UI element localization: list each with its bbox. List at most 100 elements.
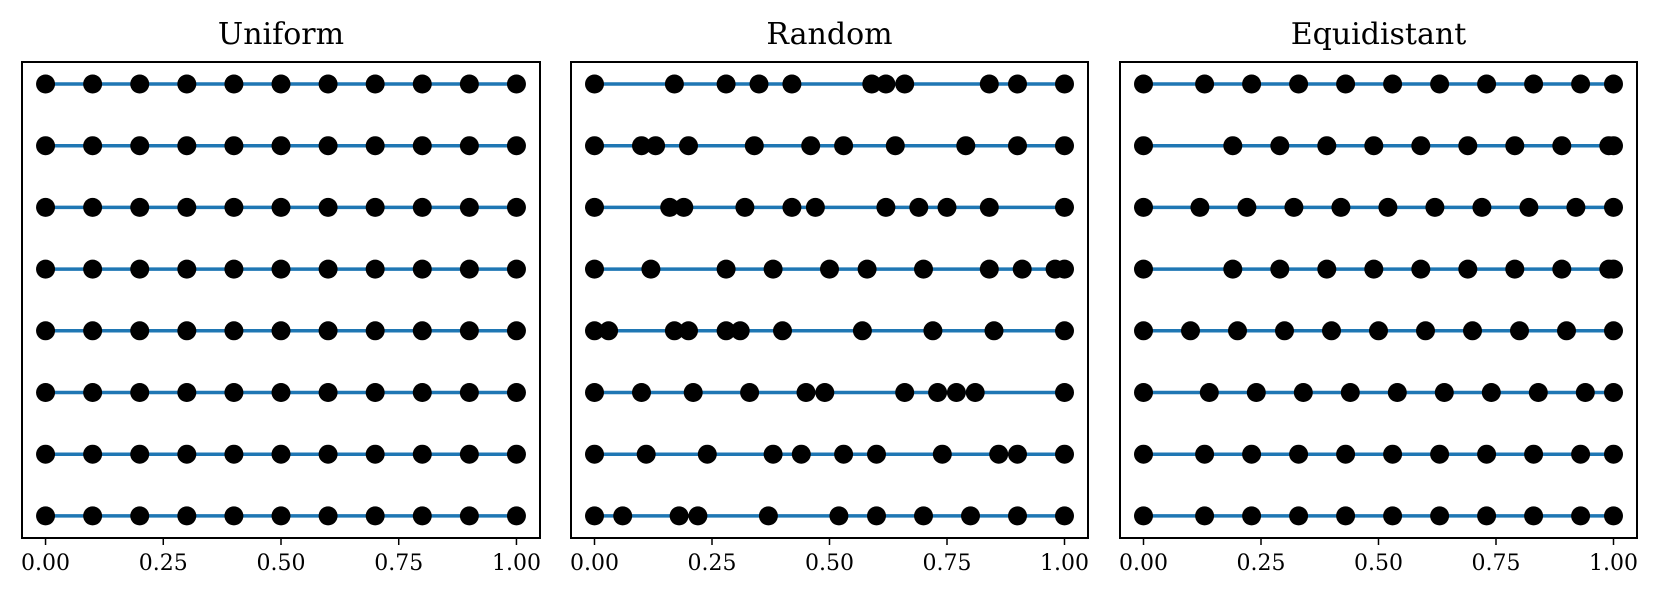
data-point (365, 444, 385, 464)
data-point (585, 383, 604, 402)
data-point (271, 259, 291, 279)
point-row (36, 383, 526, 402)
x-tick-label: 0.25 (139, 551, 188, 576)
data-point (1369, 321, 1388, 341)
data-point (224, 259, 244, 279)
data-point (1505, 259, 1525, 279)
data-point (1134, 136, 1153, 156)
data-point (224, 321, 244, 341)
data-point (459, 136, 479, 156)
data-point (83, 444, 103, 464)
data-point (365, 259, 385, 279)
data-point (459, 197, 479, 217)
data-point (36, 383, 56, 402)
data-point (506, 383, 526, 402)
data-point (716, 259, 736, 279)
data-point (412, 383, 432, 402)
data-point (820, 259, 839, 279)
data-point (1383, 444, 1403, 464)
data-point (989, 444, 1009, 464)
data-point (83, 506, 103, 526)
data-point (1270, 259, 1290, 279)
data-point (506, 74, 526, 94)
data-point (961, 506, 980, 526)
data-point (979, 259, 999, 279)
data-point (1134, 259, 1153, 279)
data-point (1387, 383, 1407, 402)
data-point (83, 383, 103, 402)
point-row (1134, 383, 1623, 402)
data-point (716, 74, 736, 94)
chart-title: Uniform (218, 17, 344, 52)
point-row (585, 444, 1074, 464)
data-point (1331, 197, 1351, 217)
data-point (585, 197, 604, 217)
data-point (1223, 259, 1243, 279)
data-point (130, 321, 150, 341)
point-row (585, 321, 1074, 341)
data-point (506, 197, 526, 217)
data-point (130, 74, 150, 94)
data-point (1322, 321, 1341, 341)
data-point (1055, 197, 1074, 217)
data-point (852, 321, 872, 341)
data-point (937, 197, 957, 217)
data-point (412, 444, 432, 464)
point-row (36, 321, 526, 341)
x-tick-label: 0.00 (570, 551, 619, 576)
data-point (224, 74, 244, 94)
data-point (876, 74, 896, 94)
data-point (585, 74, 604, 94)
data-point (585, 259, 604, 279)
data-point (1571, 506, 1591, 526)
data-point (83, 74, 103, 94)
data-point (1340, 383, 1360, 402)
data-point (1055, 259, 1074, 279)
data-point (1134, 444, 1153, 464)
data-point (412, 197, 432, 217)
data-point (1604, 74, 1623, 94)
data-point (763, 444, 783, 464)
data-point (674, 197, 694, 217)
data-point (664, 321, 684, 341)
data-point (862, 74, 882, 94)
data-point (1425, 197, 1445, 217)
data-point (1604, 136, 1623, 156)
data-point (1317, 136, 1337, 156)
data-point (1242, 444, 1262, 464)
data-point (459, 444, 479, 464)
data-point (1604, 383, 1623, 402)
point-row (585, 259, 1074, 279)
data-point (1055, 321, 1074, 341)
data-point (1008, 136, 1027, 156)
data-point (36, 259, 56, 279)
data-point (130, 136, 150, 156)
data-point (83, 197, 103, 217)
data-point (459, 506, 479, 526)
data-point (585, 321, 604, 341)
data-point (744, 136, 764, 156)
data-point (782, 197, 802, 217)
data-point (669, 506, 689, 526)
data-point (758, 506, 778, 526)
data-point (271, 74, 291, 94)
data-point (365, 383, 385, 402)
data-point (664, 74, 684, 94)
data-point (1134, 197, 1153, 217)
data-point (1190, 197, 1210, 217)
data-point (1270, 136, 1290, 156)
data-point (318, 321, 338, 341)
data-point (1604, 506, 1623, 526)
data-point (1566, 197, 1586, 217)
data-point (1571, 444, 1591, 464)
data-point (506, 259, 526, 279)
data-point (1458, 259, 1478, 279)
data-point (1336, 74, 1356, 94)
data-point (318, 74, 338, 94)
data-point (773, 321, 792, 341)
data-point (979, 74, 999, 94)
data-point (1055, 444, 1074, 464)
panel-uniform: Uniform 0.00 0.25 0.50 0.75 1.00 (21, 17, 541, 576)
data-point (895, 383, 915, 402)
data-point (679, 136, 698, 156)
